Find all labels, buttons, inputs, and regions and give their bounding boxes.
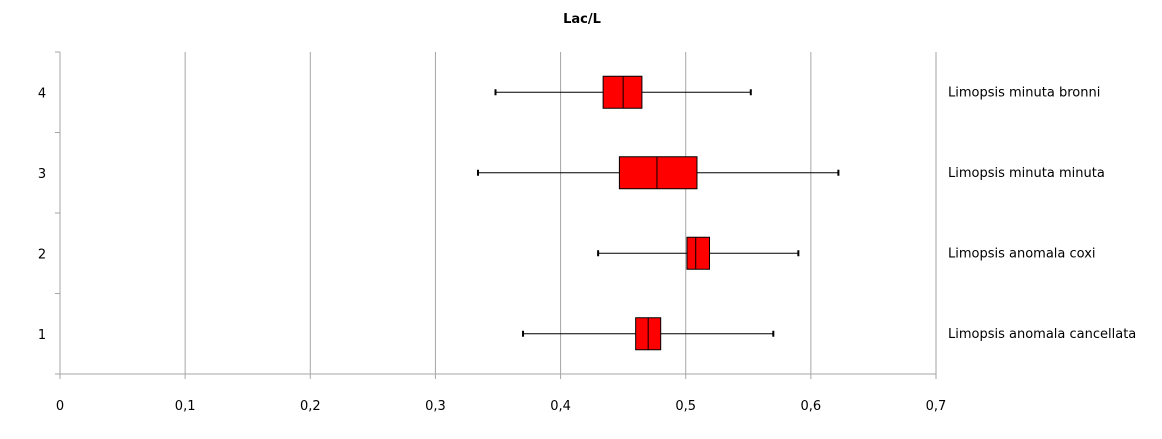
series-label-1: Limopsis anomala cancellata	[948, 327, 1136, 342]
x-tick-label-3: 0,3	[425, 399, 446, 414]
axes	[59, 52, 936, 375]
series-label-3: Limopsis minuta minuta	[948, 166, 1105, 181]
x-axis-ticks: 0 0,1 0,2 0,3 0,4 0,5 0,6 0,7	[56, 374, 946, 414]
y-axis-ticks: 1 2 3 4	[38, 51, 60, 375]
y-tick-label-3: 3	[38, 167, 46, 182]
box-4	[494, 75, 752, 109]
x-tick-label-7: 0,7	[926, 399, 947, 414]
iqr-box-2	[686, 236, 710, 270]
x-tick-label-2: 0,2	[300, 399, 321, 414]
series-label-2: Limopsis anomala coxi	[948, 246, 1096, 261]
chart-title: Lac/L	[563, 12, 601, 27]
grid-lines	[184, 52, 937, 374]
iqr-box-4	[602, 75, 643, 109]
x-tick-label-6: 0,6	[801, 399, 822, 414]
x-tick-label-5: 0,5	[675, 399, 696, 414]
x-tick-label-4: 0,4	[550, 399, 571, 414]
box-3	[476, 156, 840, 190]
y-tick-label-2: 2	[38, 247, 46, 262]
y-tick-label-4: 4	[38, 86, 46, 101]
boxes	[476, 75, 840, 351]
series-label-4: Limopsis minuta bronni	[948, 85, 1100, 100]
series-labels: Limopsis anomala cancellata Limopsis anom…	[948, 85, 1136, 342]
y-tick-label-1: 1	[38, 328, 46, 343]
iqr-box-3	[618, 156, 698, 190]
x-tick-label-0: 0	[56, 399, 64, 414]
box-2	[597, 236, 800, 270]
box-1	[522, 317, 775, 351]
x-tick-label-1: 0,1	[175, 399, 196, 414]
